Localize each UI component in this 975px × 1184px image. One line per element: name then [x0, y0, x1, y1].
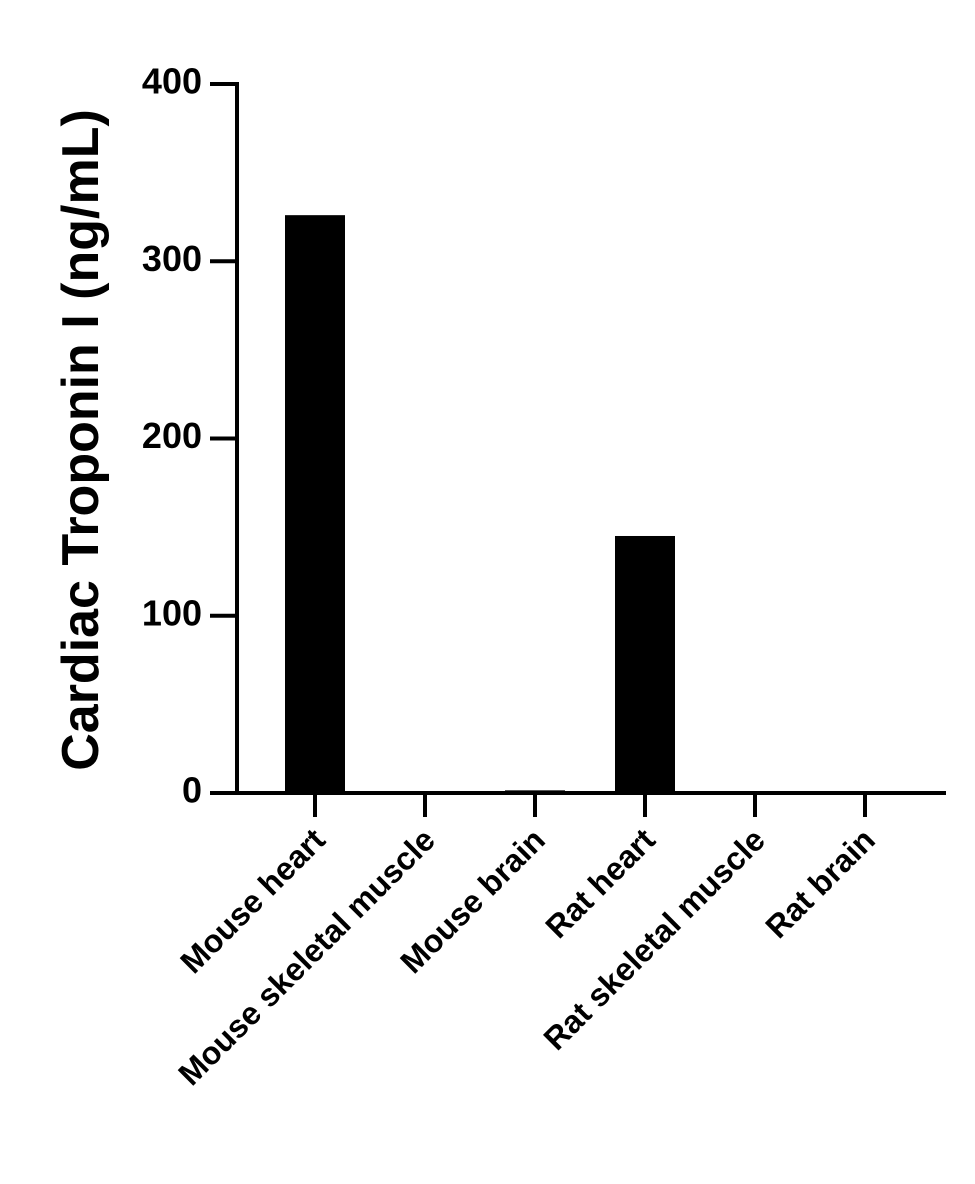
- bar: [615, 535, 675, 793]
- y-tick-label: 100: [142, 592, 202, 633]
- y-axis-label: Cardiac Troponin I (ng/mL): [52, 109, 110, 771]
- y-tick-label: 0: [182, 770, 202, 811]
- y-tick-label: 200: [142, 415, 202, 456]
- bar: [285, 215, 345, 794]
- bar: [505, 790, 565, 793]
- x-tick-label: Rat brain: [758, 821, 882, 945]
- y-tick-label: 400: [142, 61, 202, 102]
- y-tick-label: 300: [142, 238, 202, 279]
- x-tick-label: Rat skeletal muscle: [536, 821, 771, 1056]
